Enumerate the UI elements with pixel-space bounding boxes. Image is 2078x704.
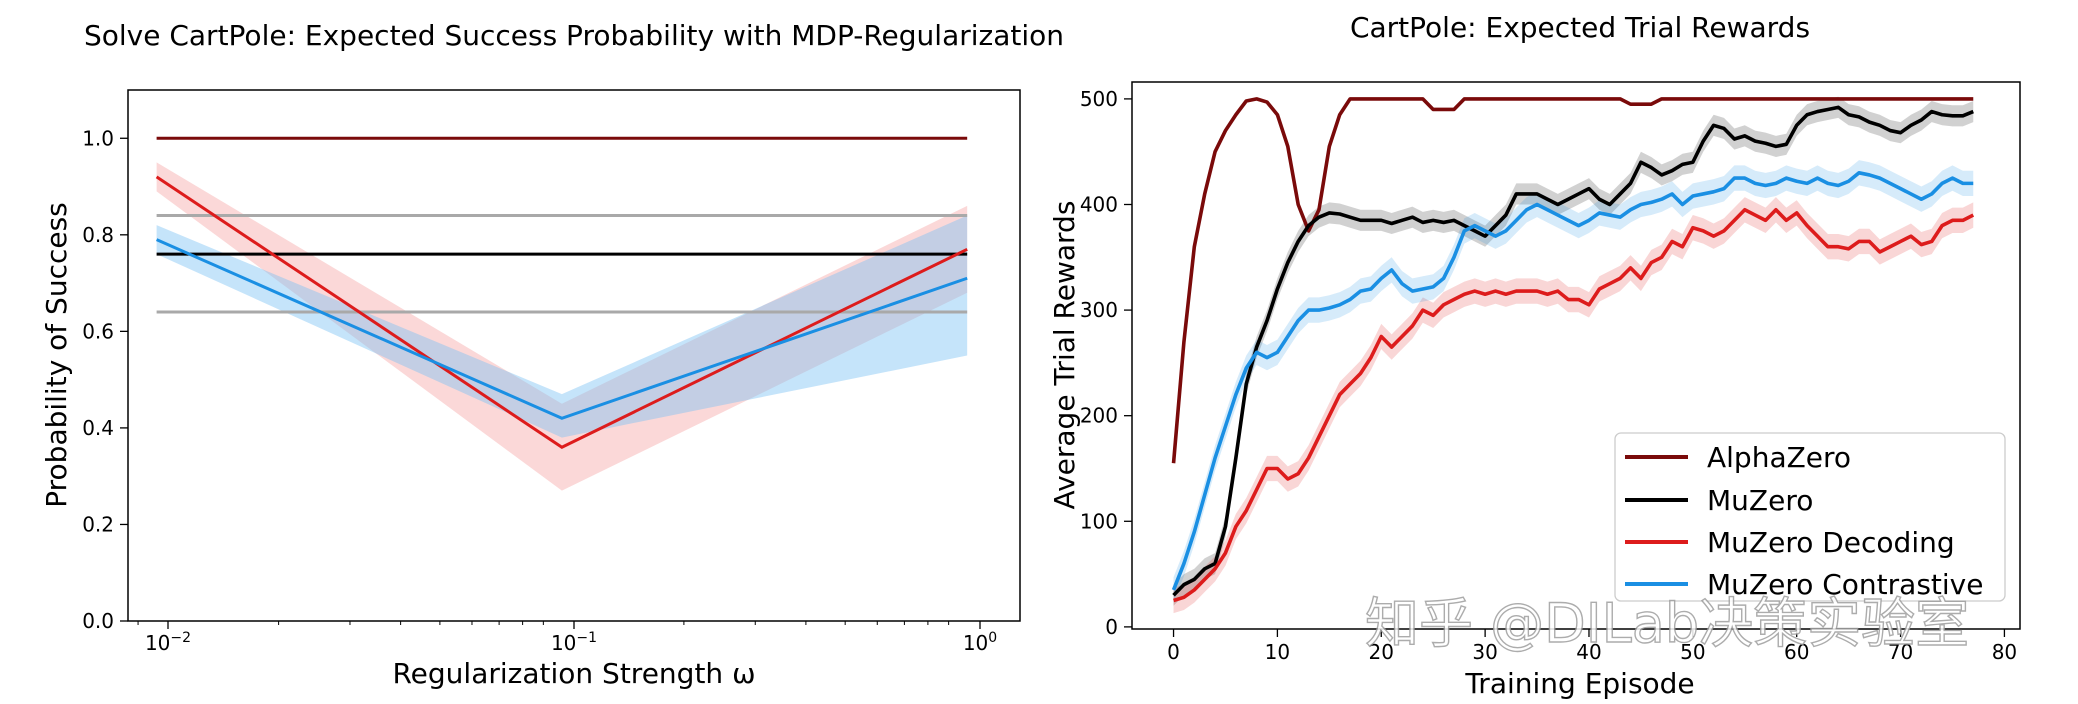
right-x-tick-label: 30	[1472, 640, 1497, 664]
legend-frame	[1614, 432, 2006, 602]
right-y-tick-label: 200	[1080, 404, 1118, 428]
right-x-tick-label: 80	[1992, 640, 2017, 664]
right-series-line-3	[1171, 171, 1974, 591]
right-x-tick: 80	[1992, 629, 2017, 664]
left-y-axis-ticks: 0.0 0.2 0.4 0.6 0.8 1.0	[82, 126, 128, 633]
left-y-tick: 0.2	[82, 512, 128, 536]
left-y-tick-label: 0.2	[82, 512, 114, 536]
left-y-tick-label: 0.8	[82, 223, 114, 247]
right-x-tick-label: 40	[1576, 640, 1601, 664]
right-y-tick: 200	[1080, 404, 1132, 428]
right-x-axis-label: Training Episode	[1464, 667, 1694, 700]
left-x-tick-base: 10	[145, 631, 170, 655]
right-chart-title: CartPole: Expected Trial Rewards	[1350, 11, 1810, 44]
right-legend: AlphaZero MuZero MuZero Decoding MuZero …	[1614, 432, 2006, 602]
left-y-tick: 0.6	[82, 319, 128, 343]
right-x-tick-label: 70	[1888, 640, 1913, 664]
right-x-tick: 60	[1784, 629, 1809, 664]
right-y-tick-label: 100	[1080, 509, 1118, 533]
left-series-lines	[155, 175, 968, 449]
right-y-tick: 500	[1080, 87, 1132, 111]
right-y-tick-label: 500	[1080, 87, 1118, 111]
right-x-tick: 30	[1472, 629, 1498, 664]
left-y-tick-label: 0.6	[82, 319, 114, 343]
left-x-tick-exp: −2	[170, 630, 191, 646]
left-x-tick-exp: −1	[576, 630, 597, 646]
left-y-tick: 0.0	[82, 609, 128, 633]
right-x-tick: 50	[1680, 629, 1706, 664]
right-y-tick-label: 0	[1105, 615, 1118, 639]
left-x-tick-base: 10	[963, 631, 988, 655]
right-chart: CartPole: Expected Trial Rewards 0100200…	[1048, 11, 2021, 700]
legend-label: MuZero	[1707, 484, 1813, 517]
right-series-line-0	[1171, 97, 1974, 464]
svg-text:10−2: 10−2	[145, 630, 191, 655]
legend-label: MuZero Decoding	[1707, 526, 1955, 559]
left-x-minor-ticks	[137, 621, 950, 625]
right-x-tick: 20	[1369, 629, 1394, 664]
left-x-tick-1e0: 100	[963, 621, 997, 655]
left-y-tick: 0.4	[82, 416, 128, 440]
right-y-axis-ticks: 0 100 200 300 400 500	[1080, 87, 1132, 639]
right-y-tick-label: 300	[1080, 298, 1118, 322]
watermark: 知乎 @DILab决策实验室	[1365, 592, 1969, 655]
right-series-lines	[1171, 97, 1975, 603]
right-x-tick: 10	[1265, 629, 1290, 664]
left-y-tick-label: 0.0	[82, 609, 114, 633]
left-x-tick-1e-1: 10−1	[551, 621, 597, 655]
left-y-axis-label: Probability of Success	[40, 202, 73, 508]
right-x-tick-label: 10	[1265, 640, 1290, 664]
left-series-line-0	[155, 175, 968, 449]
left-band-1	[156, 215, 968, 438]
right-x-tick-label: 0	[1167, 640, 1180, 664]
right-x-tick: 70	[1888, 629, 1913, 664]
legend-label: MuZero Contrastive	[1707, 568, 1983, 601]
right-y-tick: 400	[1080, 192, 1132, 216]
right-y-tick: 100	[1080, 509, 1132, 533]
left-y-tick: 1.0	[82, 126, 128, 150]
right-x-tick-label: 20	[1369, 640, 1394, 664]
left-x-axis-label: Regularization Strength ω	[392, 657, 755, 690]
legend-entry-muzero: MuZero	[1625, 484, 1813, 517]
svg-text:10−1: 10−1	[551, 630, 597, 655]
right-x-tick-label: 50	[1680, 640, 1705, 664]
left-y-tick-label: 0.4	[82, 416, 114, 440]
left-x-tick-1e-2: 10−2	[145, 621, 191, 655]
legend-entry-alphazero: AlphaZero	[1625, 441, 1851, 474]
right-x-axis-ticks: 0 10 20 30 40 50 60 70 80	[1167, 629, 2017, 664]
right-x-tick: 40	[1576, 629, 1602, 664]
right-series-line-1	[1172, 105, 1974, 597]
right-y-tick-label: 400	[1080, 192, 1118, 216]
left-y-tick: 0.8	[82, 223, 128, 247]
right-series-line-2	[1173, 207, 1975, 603]
left-band-0	[156, 162, 968, 491]
right-y-axis-label: Average Trial Rewards	[1048, 201, 1081, 510]
left-series-line-1	[156, 238, 968, 420]
legend-entry-muzero-decoding: MuZero Decoding	[1625, 526, 1955, 559]
left-x-axis-ticks: 10−2 10−1 100	[137, 621, 997, 655]
left-y-tick-label: 1.0	[82, 126, 114, 150]
left-reference-lines	[156, 136, 968, 314]
right-y-tick: 300	[1080, 298, 1132, 322]
legend-entry-muzero-contrastive: MuZero Contrastive	[1625, 568, 1983, 601]
legend-label: AlphaZero	[1707, 441, 1851, 474]
left-chart-title: Solve CartPole: Expected Success Probabi…	[84, 19, 1064, 52]
left-chart: Solve CartPole: Expected Success Probabi…	[40, 19, 1064, 690]
svg-text:100: 100	[963, 630, 997, 655]
right-band-1	[1173, 96, 1974, 606]
right-x-tick: 0	[1167, 629, 1180, 664]
right-plot-frame	[1131, 81, 2021, 630]
right-y-tick: 0	[1105, 615, 1132, 639]
right-x-tick-label: 60	[1784, 640, 1809, 664]
left-x-tick-exp: 0	[988, 630, 997, 646]
left-x-tick-base: 10	[551, 631, 576, 655]
left-confidence-bands	[156, 162, 968, 491]
